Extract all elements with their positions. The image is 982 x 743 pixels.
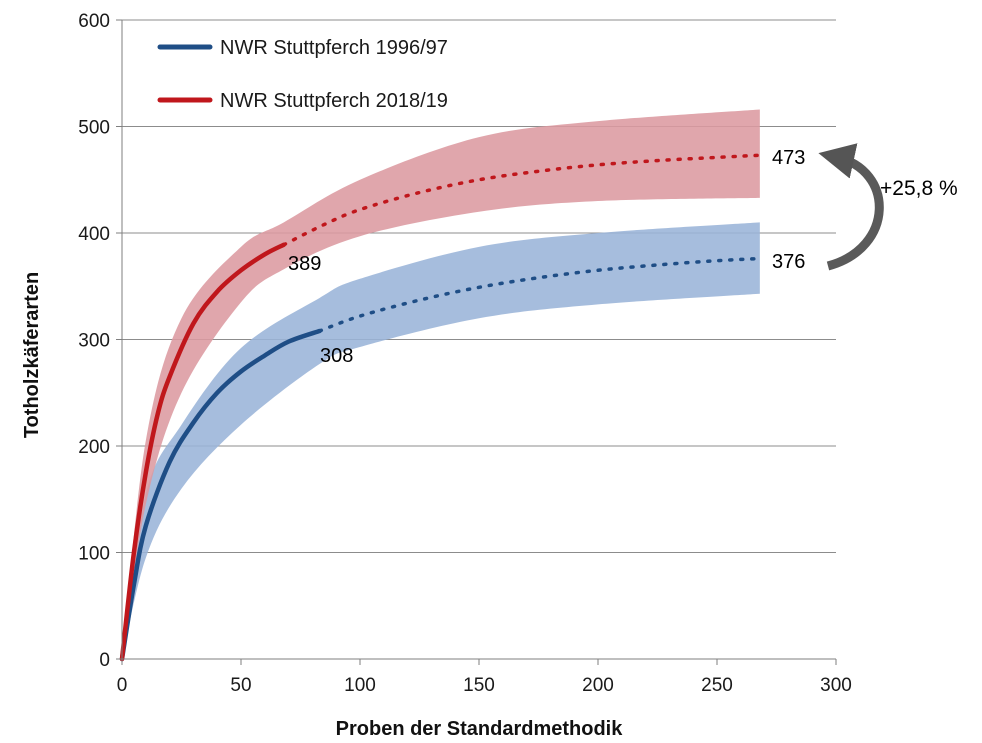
y-tick-label: 600: [78, 11, 110, 32]
end-label-1996: 308: [320, 345, 353, 367]
x-tick-label: 150: [463, 675, 495, 696]
x-tick-label: 300: [820, 675, 852, 696]
legend-label-2018: NWR Stuttpferch 2018/19: [220, 90, 448, 112]
gridlines: [122, 19, 836, 553]
x-tick-label: 50: [230, 675, 251, 696]
x-tick-label: 250: [701, 675, 733, 696]
series-line-extrapolated-1: [282, 153, 762, 247]
confidence-bands: [122, 109, 760, 659]
axes: 0 100 200 300 400 500 600 0 50 100 150 200 250 300: [78, 11, 852, 696]
end-label-2018: 389: [288, 253, 321, 275]
final-label-1996: 376: [772, 251, 805, 273]
series-line-observed-0: [119, 328, 322, 662]
legend-label-1996: NWR Stuttpferch 1996/97: [220, 37, 448, 59]
y-axis-title: Totholzkäferarten: [21, 272, 43, 438]
y-tick-label: 400: [78, 224, 110, 245]
increase-arrow: [818, 143, 884, 271]
x-tick-label: 0: [117, 675, 128, 696]
confidence-band-0: [122, 222, 760, 659]
final-label-2018: 473: [772, 147, 805, 169]
y-tick-label: 500: [78, 118, 110, 139]
legend: NWR Stuttpferch 1996/97 NWR Stuttpferch …: [157, 37, 448, 112]
y-tick-label: 300: [78, 331, 110, 352]
x-axis-title: Proben der Standardmethodik: [336, 718, 624, 740]
series-line-observed-1: [119, 242, 287, 662]
y-tick-label: 100: [78, 544, 110, 565]
series-lines: [119, 153, 762, 662]
increase-annotation: +25,8 %: [880, 177, 958, 200]
x-tick-label: 200: [582, 675, 614, 696]
y-tick-label: 0: [99, 650, 110, 671]
y-tick-label: 200: [78, 437, 110, 458]
x-tick-label: 100: [344, 675, 376, 696]
